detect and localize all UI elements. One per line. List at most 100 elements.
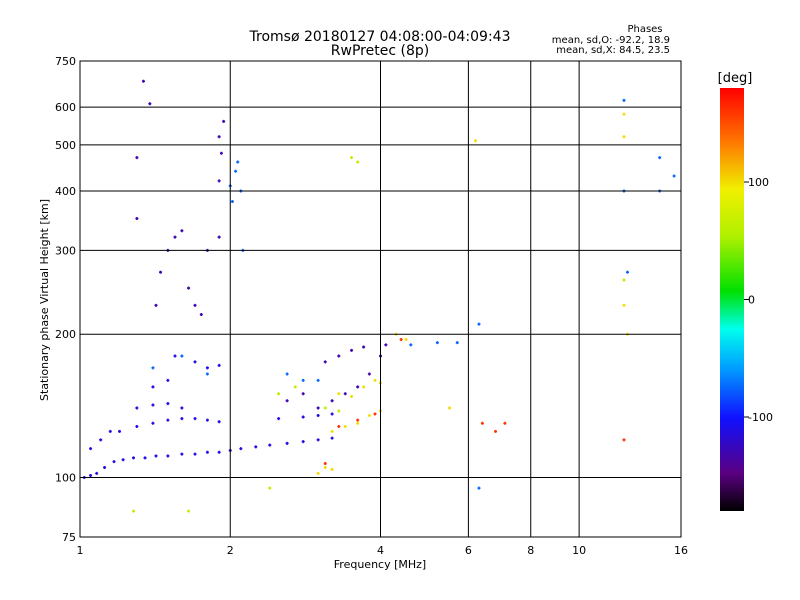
y-tick-label: 300 (55, 244, 76, 257)
data-point (205, 372, 209, 376)
data-point (330, 436, 334, 440)
data-point (159, 270, 163, 274)
data-point (112, 460, 116, 464)
data-point (622, 135, 626, 139)
colorbar-tick-label: -100 (748, 411, 773, 424)
data-point (658, 156, 662, 160)
x-tick-label: 6 (465, 544, 472, 557)
data-point (625, 270, 629, 274)
data-point (356, 418, 360, 422)
colorbar (720, 88, 744, 511)
data-point (301, 440, 305, 444)
y-tick-label: 200 (55, 328, 76, 341)
data-point (166, 402, 170, 406)
data-point (356, 421, 360, 425)
data-point (205, 366, 209, 370)
data-point (293, 385, 297, 389)
stats-x-mode: mean, sd,X: 84.5, 23.5 (556, 45, 670, 56)
data-point (285, 399, 289, 403)
data-point (154, 454, 158, 458)
colorbar-label: [deg] (718, 71, 753, 86)
x-tick-label: 10 (572, 544, 586, 557)
data-point (409, 343, 413, 347)
data-point (151, 403, 155, 407)
data-points (82, 79, 676, 513)
data-point (356, 160, 360, 164)
data-point (373, 412, 377, 416)
data-point (316, 471, 320, 475)
data-point (180, 354, 184, 358)
data-point (323, 406, 327, 410)
data-point (337, 354, 341, 358)
data-point (193, 303, 197, 307)
data-point (356, 385, 360, 389)
data-point (199, 313, 203, 317)
data-point (205, 418, 209, 422)
data-point (180, 417, 184, 421)
data-point (316, 413, 320, 417)
data-point (254, 445, 258, 449)
data-point (367, 372, 371, 376)
data-point (494, 429, 498, 433)
x-tick-label: 1 (77, 544, 84, 557)
colorbar-tick-label: 0 (748, 294, 755, 307)
x-axis: 1 2 4 6 8 10 16 (77, 544, 689, 557)
data-point (362, 385, 366, 389)
x-tick-label: 2 (227, 544, 234, 557)
data-point (337, 392, 341, 396)
data-point (236, 160, 240, 164)
data-point (367, 413, 371, 417)
data-point (622, 98, 626, 102)
data-point (330, 467, 334, 471)
data-point (151, 421, 155, 425)
y-tick-label: 400 (55, 185, 76, 198)
data-point (217, 420, 221, 424)
data-point (330, 429, 334, 433)
data-point (205, 450, 209, 454)
data-point (217, 179, 221, 183)
data-point (316, 406, 320, 410)
data-point (193, 360, 197, 364)
data-point (173, 235, 177, 239)
data-point (217, 450, 221, 454)
data-point (301, 415, 305, 419)
data-point (154, 303, 158, 307)
data-point (187, 286, 191, 290)
data-point (234, 169, 238, 173)
data-point (143, 456, 147, 460)
data-point (473, 139, 477, 143)
data-point (89, 473, 93, 477)
data-point (399, 337, 403, 341)
colorbar-ticks: 100 0 -100 (744, 176, 773, 424)
data-point (132, 456, 136, 460)
data-point (448, 406, 452, 410)
stats-heading: Phases (627, 24, 662, 35)
data-point (404, 337, 408, 341)
data-point (219, 151, 223, 155)
data-point (285, 441, 289, 445)
data-point (622, 112, 626, 116)
data-point (362, 345, 366, 349)
y-tick-label: 100 (55, 472, 76, 485)
data-point (108, 429, 112, 433)
data-point (180, 229, 184, 233)
data-point (103, 465, 107, 469)
data-point (230, 200, 234, 204)
y-tick-label: 75 (62, 531, 76, 544)
data-point (187, 509, 191, 513)
x-tick-label: 16 (674, 544, 688, 557)
data-point (384, 343, 388, 347)
grid-lines (80, 61, 681, 537)
x-axis-label: Frequency [MHz] (334, 558, 426, 571)
data-point (455, 341, 459, 345)
data-point (316, 378, 320, 382)
data-point (193, 452, 197, 456)
data-point (141, 79, 145, 83)
data-point (350, 394, 354, 398)
data-point (121, 458, 125, 462)
y-axis-label: Stationary phase Virtual Height [km] (38, 199, 51, 401)
data-point (193, 417, 197, 421)
data-point (323, 465, 327, 469)
data-point (343, 392, 347, 396)
